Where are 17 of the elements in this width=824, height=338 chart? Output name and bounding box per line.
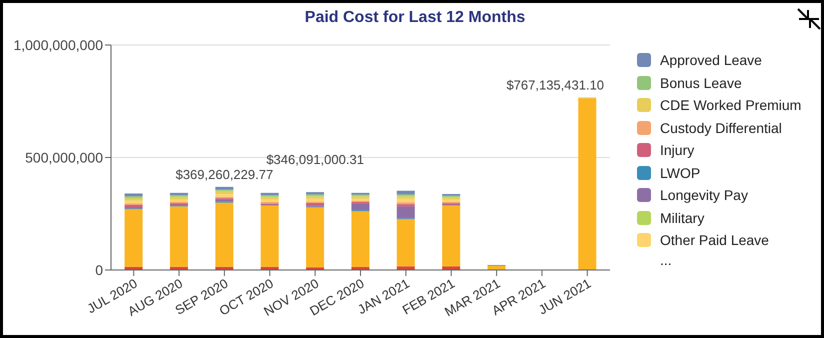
legend-label: Other Paid Leave bbox=[660, 232, 769, 248]
legend-label: Injury bbox=[660, 142, 694, 158]
legend-label: Military bbox=[660, 210, 704, 226]
total-label: $346,091,000.31 bbox=[266, 152, 364, 167]
legend-label: CDE Worked Premium bbox=[660, 97, 802, 114]
total-label: $767,135,431.10 bbox=[506, 77, 604, 92]
chart-title: Paid Cost for Last 12 Months bbox=[304, 9, 526, 27]
total-label: $369,260,229.77 bbox=[176, 166, 274, 182]
legend-label: LWOP bbox=[660, 164, 700, 181]
legend-label: Approved Leave bbox=[660, 52, 762, 68]
text: ... bbox=[659, 252, 673, 270]
legend-label: Longevity Pay bbox=[660, 187, 748, 204]
legend-label: Bonus Leave bbox=[660, 74, 742, 91]
y-tick-label: 1,000,000,000 bbox=[13, 36, 104, 53]
y-tick-label: 0 bbox=[95, 262, 104, 278]
legend-label: Custody Differential bbox=[660, 120, 782, 136]
y-tick-label: 500,000,000 bbox=[25, 149, 104, 166]
